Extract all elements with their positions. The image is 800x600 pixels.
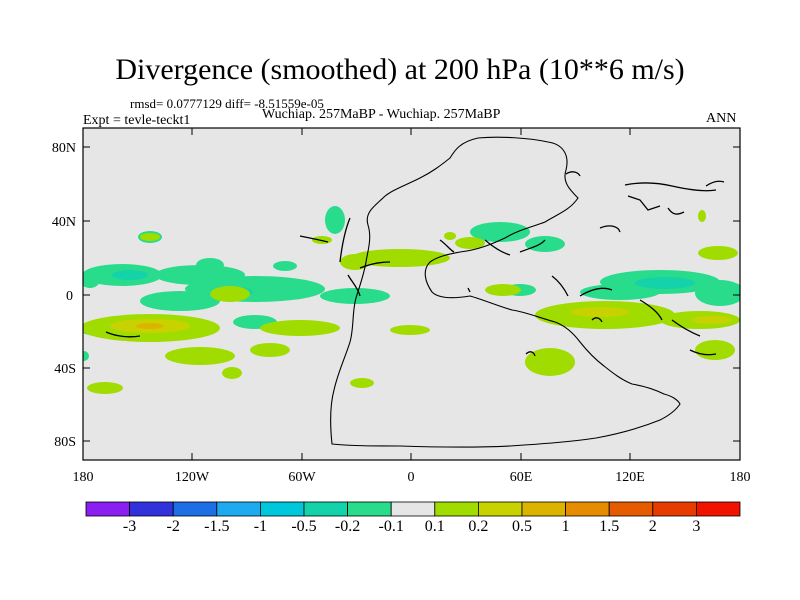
colorbar-swatch [434,501,479,517]
comparison-subtitle: Wuchiap. 257MaBP - Wuchiap. 257MaBP [262,107,501,122]
colorbar-label: -2 [166,518,180,535]
rmsd-diff-text: rmsd= 0.0777129 diff= -8.51559e-05 [130,96,324,111]
colorbar-label: 1.5 [599,518,620,535]
colorbar-swatch [477,501,523,517]
colorbar-swatch [216,501,261,517]
colorbar-label: 0.5 [512,518,532,535]
divergence-field [83,136,740,448]
coastline-fragments [105,171,725,357]
colorbar-swatch [347,501,392,517]
colorbar-label: 0.2 [468,518,489,535]
colorbar-swatch [696,501,741,517]
colorbar-swatch [172,501,218,517]
lon-label: 120E [615,470,645,485]
lat-label: 80S [54,435,76,450]
peak-positive-contours [136,323,164,329]
colorbar-label: 3 [692,518,701,535]
colorbar-label: -0.1 [378,518,404,535]
colorbar-swatch [85,501,130,517]
colorbar [85,501,741,517]
continent-outline [330,136,681,448]
colorbar-swatch [565,501,610,517]
lon-label: 0 [408,470,415,485]
colorbar-label: 0.1 [424,518,445,535]
lon-label: 180 [730,470,751,485]
colorbar-swatch [652,501,697,517]
season-label: ANN [706,111,737,126]
colorbar-label: -3 [122,518,137,535]
lon-label: 60E [510,470,533,485]
colorbar-label: -1.5 [204,518,230,535]
colorbar-label: 2 [648,518,657,535]
colorbar-label: -1 [253,518,268,535]
colorbar-label: 1 [561,518,570,535]
colorbar-label: -0.2 [334,518,361,535]
colorbar-swatch [608,501,654,517]
lat-label: 0 [66,289,73,304]
lon-label: 120W [175,470,210,485]
lon-label: 180 [73,470,94,485]
colorbar-swatch [390,501,436,517]
colorbar-swatch [259,501,305,517]
lat-label: 40S [54,362,76,377]
axis-ticks [83,128,740,460]
lat-label: 80N [52,141,76,156]
longitude-labels: 180 120W 60W 0 60E 120E 180 [73,470,751,485]
experiment-label: Expt = tevle-teckt1 [83,113,191,128]
plot-title: Divergence (smoothed) at 200 hPa (10**6 … [115,53,685,86]
lon-label: 60W [288,470,316,485]
colorbar-label: -0.5 [291,518,317,535]
colorbar-swatch [303,501,348,517]
latitude-labels: 80N 40N 0 40S 80S [52,141,76,450]
colorbar-swatch [129,501,174,517]
colorbar-swatch [521,501,566,517]
lat-label: 40N [52,215,76,230]
